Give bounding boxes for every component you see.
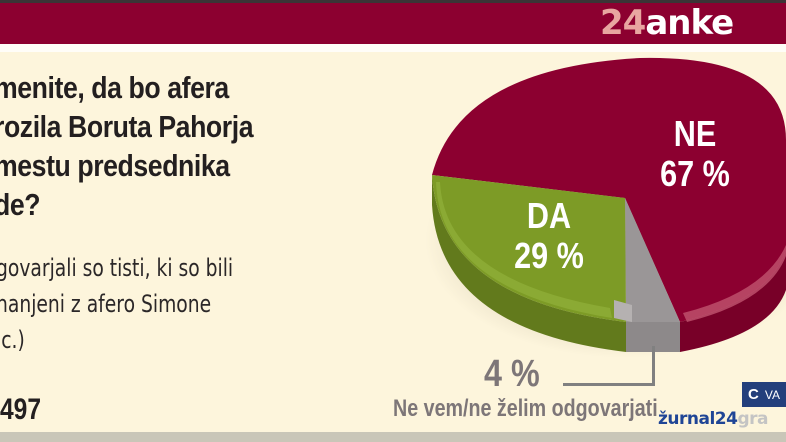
question-line: rozila Boruta Pahorja bbox=[0, 109, 254, 144]
slice-side-ne bbox=[680, 250, 786, 352]
slice-legend-other: Ne vem/ne želim odgovarjati bbox=[393, 395, 658, 422]
header-bar bbox=[0, 3, 786, 44]
partner-c-icon: C bbox=[748, 386, 759, 403]
survey-note: govarjali so tisti, ki so bili nanjeni z… bbox=[0, 250, 277, 358]
sample-count: 497 bbox=[0, 393, 42, 426]
question-line: menite, da bo afera bbox=[0, 70, 229, 105]
slice-pct-da: 29 % bbox=[514, 235, 584, 276]
bottom-strip bbox=[0, 432, 786, 442]
zurnal-logo-main: žurnal24 bbox=[658, 409, 738, 429]
rim-highlight-ne bbox=[683, 245, 786, 322]
partner-logo: C VA bbox=[742, 382, 786, 407]
slice-pct-ne: 67 % bbox=[660, 153, 730, 194]
leader-line bbox=[563, 346, 655, 386]
slice-name-ne: NE bbox=[673, 113, 717, 154]
rim-highlight-other bbox=[614, 300, 632, 322]
slice-side-da bbox=[432, 175, 626, 352]
question-line: de? bbox=[0, 187, 41, 222]
brand-number: 24 bbox=[600, 3, 646, 43]
note-line: nanjeni z afero Simone bbox=[0, 290, 212, 318]
survey-question: menite, da bo afera rozila Boruta Pahorj… bbox=[0, 68, 286, 224]
question-line: mestu predsednika bbox=[0, 148, 230, 183]
rim-highlight-da bbox=[436, 182, 612, 318]
slice-label-ne: NE 67 % bbox=[648, 114, 742, 194]
slice-pct-other: 4 % bbox=[484, 353, 540, 395]
slice-ne bbox=[432, 57, 786, 322]
zurnal-logo: žurnal24gra bbox=[658, 409, 768, 429]
partner-logo-text: VA bbox=[764, 388, 780, 402]
note-line: ic.) bbox=[0, 326, 25, 354]
slice-side-other bbox=[626, 322, 680, 352]
slice-label-da: DA 29 % bbox=[502, 196, 596, 276]
slice-name-da: DA bbox=[526, 195, 572, 236]
note-line: govarjali so tisti, ki so bili bbox=[0, 254, 234, 282]
zurnal-logo-suffix: gra bbox=[737, 409, 768, 429]
brand-word: anke bbox=[645, 3, 734, 43]
header-divider bbox=[0, 44, 786, 52]
brand-logo: 24anke bbox=[600, 3, 734, 43]
slice-da bbox=[432, 175, 626, 322]
top-strip bbox=[0, 0, 786, 3]
slice-other bbox=[625, 198, 680, 322]
